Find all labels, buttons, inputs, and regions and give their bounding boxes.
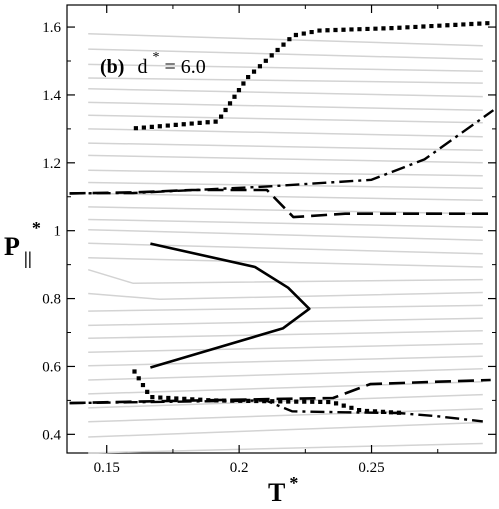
series-5-dashed-line: [69, 378, 491, 405]
series-4-dashed-line: [69, 188, 494, 219]
x-axis-label-main: T: [268, 478, 285, 507]
panel-annotation-value: = 6.0: [164, 56, 205, 78]
y-axis-label-sub: ||: [24, 248, 32, 268]
x-tick-label: 0.25: [358, 460, 384, 476]
isotherm-line-12: [88, 291, 483, 301]
isotherm-line-24: [88, 128, 483, 138]
isotherm-line-9: [88, 330, 483, 340]
x-axis-label-sup: *: [289, 473, 298, 493]
isotherm-line-4: [88, 393, 483, 409]
y-tick-label: 0.8: [42, 292, 61, 308]
axis-ticks: 0.15 0.2 0.25 0.4 0.6 0.8 1 1.2 1.4 1.6: [42, 5, 496, 476]
isotherm-line-25: [88, 114, 483, 124]
isotherm-line-27: [88, 88, 483, 98]
y-tick-label: 0.4: [42, 427, 61, 443]
y-tick-label: 1.4: [42, 88, 61, 104]
isotherm-line-19: [88, 192, 483, 201]
isotherm-line-30: [88, 48, 483, 61]
isotherm-line-11: [88, 304, 483, 312]
isotherm-line-28: [88, 77, 483, 84]
isotherm-line-6: [88, 368, 483, 381]
isotherm-line-21: [88, 169, 483, 177]
y-tick-label: 0.6: [42, 359, 61, 375]
isotherm-lines: [87, 33, 483, 454]
isotherm-line-31: [88, 33, 483, 47]
isotherm-line-14: [88, 257, 483, 268]
series-2-dotted-line: [133, 20, 493, 131]
series-1-solid-line: [150, 242, 311, 369]
isotherm-line-16: [88, 228, 483, 241]
y-tick-label: 1.2: [42, 156, 61, 172]
x-tick-label: 0.15: [94, 460, 120, 476]
isotherm-line-26: [88, 101, 483, 111]
panel-annotation: (b) d * = 6.0: [100, 44, 206, 78]
isotherm-line-23: [88, 142, 483, 152]
y-tick-label: 1: [54, 224, 62, 240]
series-7-dotted-line: [131, 368, 406, 416]
isotherm-line-15: [88, 242, 483, 255]
x-axis-label: T *: [268, 473, 298, 507]
isotherm-line-8: [88, 342, 483, 353]
panel-annotation-superscript: *: [152, 50, 159, 65]
y-axis-label: P || *: [4, 218, 41, 268]
isotherm-line-10: [88, 317, 483, 327]
isotherm-line-3: [88, 408, 483, 423]
coexistence-curves: [69, 20, 495, 423]
panel-annotation-prefix: (b): [100, 56, 124, 78]
isotherm-line-18: [88, 206, 483, 215]
isotherm-line-2: [88, 421, 483, 438]
isotherm-line-17: [88, 218, 483, 229]
isotherm-line-1: [88, 442, 483, 454]
isotherm-line-13: [87, 268, 483, 285]
plot-frame: [66, 4, 497, 454]
y-axis-label-main: P: [4, 232, 20, 261]
y-axis-label-sup: *: [32, 218, 41, 238]
x-tick-label: 0.2: [230, 460, 249, 476]
isotherm-line-7: [88, 355, 483, 367]
series-6-dash-dot-line: [69, 399, 483, 423]
y-tick-label: 1.6: [42, 20, 61, 36]
panel-annotation-symbol: d: [137, 56, 147, 78]
series-3-dash-dot-line: [69, 109, 495, 195]
isotherm-line-29: [88, 63, 483, 72]
